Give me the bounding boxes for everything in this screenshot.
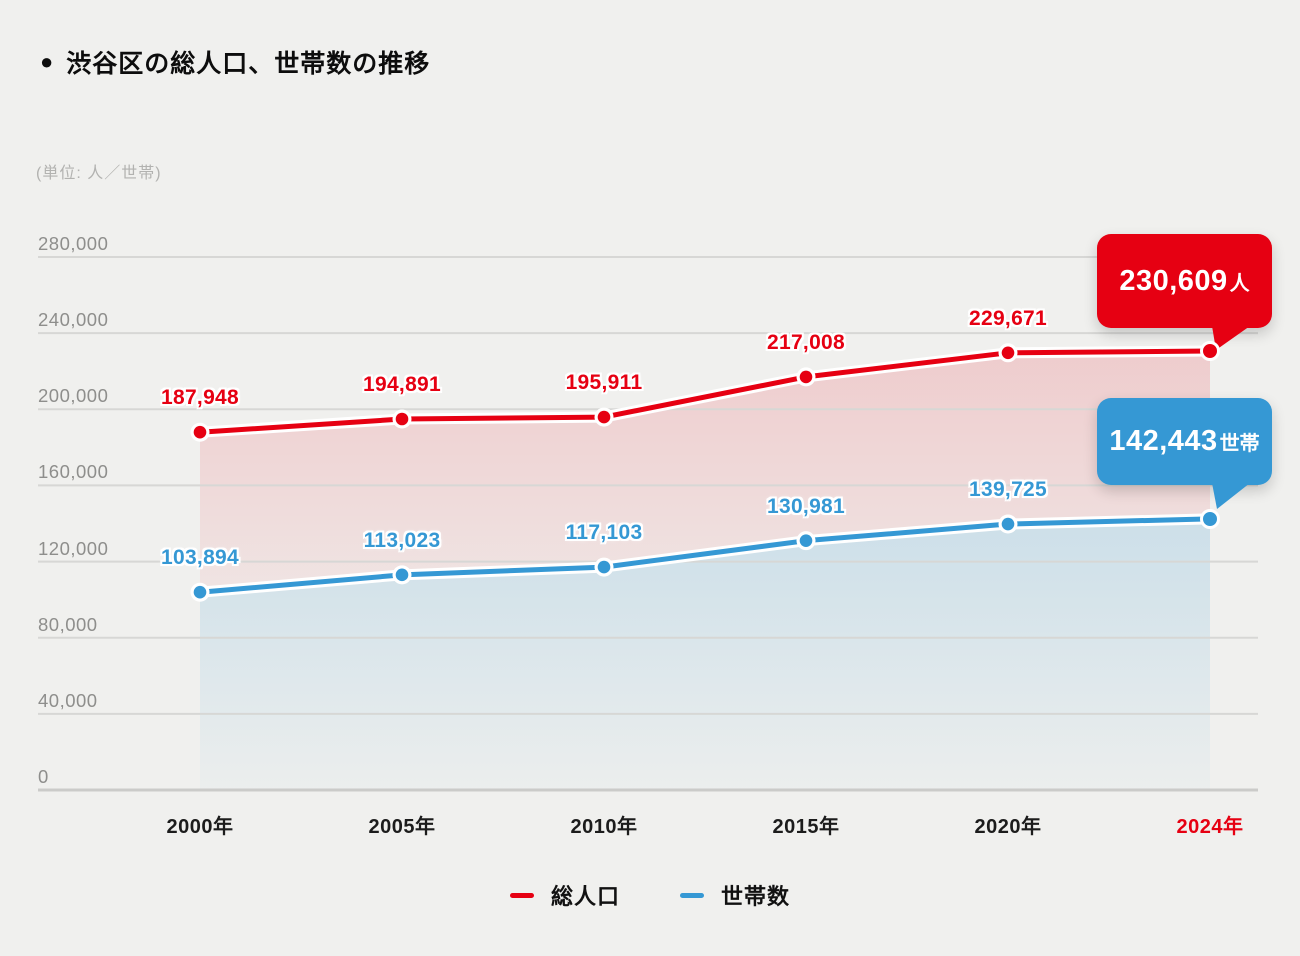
households-line [197,516,1213,595]
population-value-label: 229,671 [968,306,1048,330]
data-point [1001,346,1015,360]
legend-label-households: 世帯数 [721,884,791,909]
y-tick-label: 0 [38,766,49,787]
data-point [193,585,207,599]
callout-households-value: 142,443 [1109,425,1218,457]
population-area-fill [200,351,1210,593]
legend-item-households: 世帯数 [680,879,790,911]
callout-population-suffix: 人 [1229,272,1250,295]
x-tick-label: 2000年 [166,816,234,838]
legend-item-population: 総人口 [509,879,620,911]
data-point [193,425,207,439]
y-tick-label: 280,000 [38,233,109,254]
data-point [597,410,611,424]
y-tick-label: 200,000 [38,385,109,407]
population-end-point [1200,341,1220,362]
households-value-label: 117,103 [565,521,643,545]
y-tick-label: 80,000 [38,613,98,635]
households-value-label: 130,981 [766,494,846,518]
y-tick-label: 40,000 [38,689,98,711]
x-tick-label: 2024年 [1176,816,1244,838]
households-value-label: 103,894 [160,546,240,570]
y-tick-label: 240,000 [38,309,109,331]
households-end-point [1200,508,1220,529]
x-tick-label: 2020年 [974,816,1042,838]
page-title: ● 渋谷区の総人口、世帯数の推移 [40,44,430,80]
population-value-label: 194,891 [362,373,442,396]
x-tick-label: 2010年 [570,816,638,838]
callout-population-tail [1212,326,1250,350]
data-point [799,370,813,384]
data-point [395,568,409,582]
population-value-label: 217,008 [766,330,846,354]
unit-label: (単位: 人／世帯) [36,165,162,182]
callout-households-badge: 142,443 世帯 [1097,398,1272,485]
callout-households-tail [1212,483,1250,509]
data-point [395,412,409,426]
households-line-swatch-icon [680,892,704,898]
callout-households-suffix: 世帯 [1219,433,1260,455]
data-point [799,534,813,547]
data-point [1001,517,1015,531]
population-line-swatch-icon [509,892,534,898]
page-title-text: 渋谷区の総人口、世帯数の推移 [66,50,431,78]
callout-population-badge: 230,609 人 [1097,234,1272,328]
households-value-label: 113,023 [363,528,441,552]
population-line [197,348,1213,435]
legend-label-population: 総人口 [550,884,620,909]
data-point [597,560,611,574]
population-value-label: 195,911 [565,371,643,395]
x-tick-label: 2015年 [772,816,840,838]
households-value-label: 139,725 [968,478,1048,502]
legend: 総人口 世帯数 [0,879,1300,911]
x-tick-label: 2005年 [368,816,436,838]
y-tick-label: 120,000 [38,537,109,559]
households-area-fill [200,518,1210,790]
title-bullet-icon: ● [40,49,55,74]
callout-population-value: 230,609 [1119,264,1228,297]
y-tick-label: 160,000 [38,461,109,483]
population-value-label: 187,948 [160,386,240,410]
